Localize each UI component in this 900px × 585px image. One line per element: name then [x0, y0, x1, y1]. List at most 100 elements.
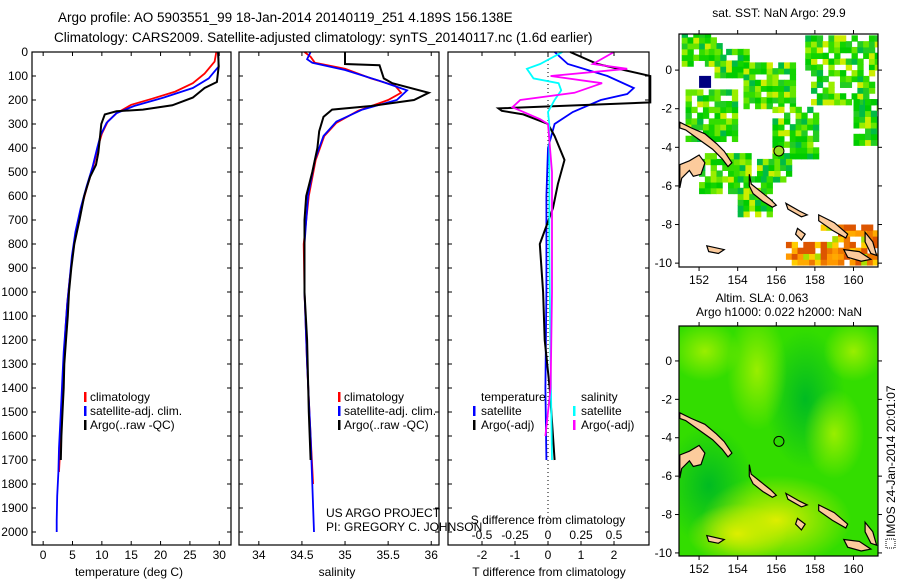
- sst-cell: [814, 241, 822, 249]
- y-tick-label: -6: [661, 179, 672, 193]
- sst-cell: [870, 128, 878, 135]
- sst-cell: [845, 81, 853, 88]
- sst-cell: [743, 193, 750, 200]
- sst-cell: [728, 182, 735, 189]
- sst-cell: [834, 99, 841, 106]
- y-tick-label: 1700: [1, 453, 28, 467]
- sst-cell: [805, 46, 812, 54]
- sst-cell: [853, 110, 860, 117]
- sst-cell: [812, 147, 820, 154]
- sst-cell: [845, 46, 853, 54]
- sla-anomaly-blob: [823, 326, 878, 382]
- sst-cell: [743, 85, 750, 92]
- y-tick-label: 1600: [1, 429, 28, 443]
- sst-cell: [789, 124, 797, 131]
- sst-cell: [809, 253, 816, 260]
- sst-cell: [720, 66, 727, 73]
- sst-cell: [868, 87, 876, 94]
- sst-cell: [784, 62, 791, 69]
- sst-cell: [726, 60, 733, 67]
- sst-cell: [866, 253, 874, 260]
- sst-cell: [687, 54, 694, 61]
- sst-cell: [803, 241, 810, 249]
- sst-cell: [865, 104, 872, 112]
- sst-cell: [834, 35, 841, 42]
- sst-cell: [739, 158, 746, 166]
- sst-cell: [809, 259, 816, 266]
- sst-cell: [863, 41, 870, 48]
- salinity-panel: 34 34.5 35 35.5 36: [238, 51, 440, 562]
- legend-label: climatology: [344, 390, 404, 404]
- sst-cell: [687, 48, 694, 56]
- sst-cell: [743, 54, 750, 61]
- legend-swatch-s-satellite: [573, 406, 576, 416]
- y-tick-label: -2: [661, 102, 672, 116]
- sst-cell: [737, 176, 744, 183]
- sst-cell: [772, 85, 779, 92]
- sst-cell: [851, 93, 858, 100]
- y-tick-label: 700: [8, 213, 28, 227]
- sst-cell: [755, 205, 762, 212]
- sst-cell: [714, 106, 721, 114]
- sst-cell: [832, 259, 839, 266]
- x-tick-label: -2: [477, 548, 488, 562]
- sst-cell: [766, 73, 773, 81]
- map-field: [679, 34, 878, 266]
- sst-cell: [749, 79, 756, 87]
- sst-cell: [832, 247, 839, 254]
- series-line-salinity-argo-adj-: [510, 51, 628, 437]
- sst-cell: [687, 37, 694, 44]
- sst-cell: [737, 187, 744, 195]
- sst-cell: [839, 70, 847, 77]
- sst-cell: [731, 112, 739, 119]
- sst-cell: [870, 116, 878, 123]
- sst-cell: [708, 95, 716, 102]
- sst-cell: [784, 112, 791, 119]
- sst-cell: [870, 110, 878, 117]
- sst-cell: [832, 253, 839, 260]
- sst-cell: [768, 158, 775, 166]
- x-tick-label: 152: [689, 273, 709, 287]
- y-tick-label: 1300: [1, 357, 28, 371]
- sst-cell: [861, 236, 868, 243]
- sst-cell: [853, 116, 860, 123]
- sst-cell: [832, 241, 839, 249]
- sst-cell: [811, 99, 818, 106]
- legend-label: satellite: [581, 404, 622, 418]
- sst-cell: [828, 46, 835, 54]
- sst-cell: [728, 176, 735, 183]
- sst-cell: [733, 176, 741, 183]
- sst-cell: [843, 241, 851, 249]
- sst-cell: [791, 253, 799, 260]
- sst-cell: [853, 122, 860, 129]
- sst-cell: [704, 153, 712, 160]
- sst-cell: [859, 116, 866, 123]
- sst-cell: [756, 158, 764, 166]
- sst-cell: [859, 104, 866, 112]
- x-tick-label: 5: [69, 548, 76, 562]
- legend-swatch-t-argo: [473, 420, 476, 430]
- sst-cell: [807, 124, 814, 131]
- x-tick-label: 1: [578, 548, 585, 562]
- sst-cell: [766, 182, 773, 189]
- sst-cell: [865, 139, 872, 146]
- sst-cell: [812, 124, 820, 131]
- land-coastline: [784, 492, 809, 508]
- sst-cell: [699, 37, 706, 44]
- sst-cell: [820, 241, 827, 249]
- series-line-argo-raw-qc-: [303, 52, 432, 461]
- sst-cell: [685, 112, 692, 119]
- sst-cell: [834, 41, 841, 48]
- sst-cell: [834, 58, 841, 65]
- sst-cell: [702, 112, 710, 119]
- land-coastline: [679, 121, 733, 168]
- difference-legend: temperature satellite Argo(-adj) salinit…: [473, 390, 634, 432]
- sst-cell: [681, 54, 688, 61]
- x-axis-label: temperature (deg C): [75, 565, 183, 579]
- sst-cell: [801, 135, 808, 143]
- sst-cell: [714, 66, 721, 73]
- land-coastline: [679, 154, 706, 189]
- sst-cell: [785, 158, 793, 166]
- sst-cell: [839, 58, 847, 65]
